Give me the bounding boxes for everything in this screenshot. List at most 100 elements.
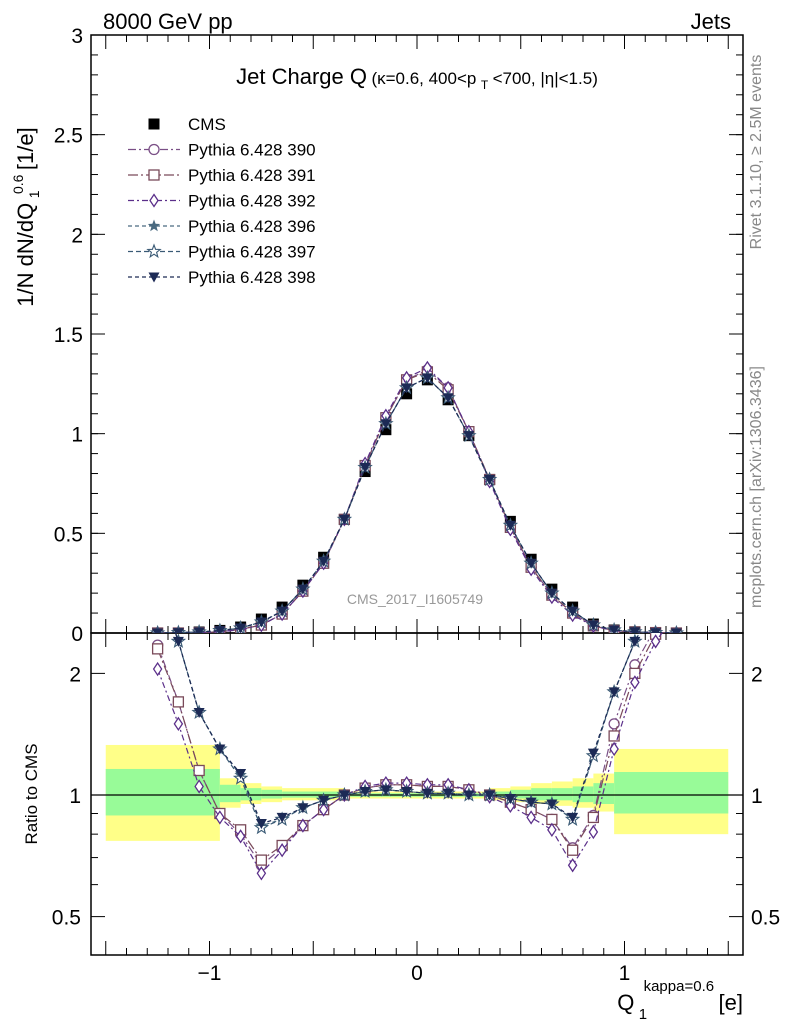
main-point-pythia-6-428-398 xyxy=(525,558,537,569)
main-ytick-label: 1.5 xyxy=(54,324,83,347)
ratio-point-pythia-6-428-398 xyxy=(421,788,433,799)
ratio-point-pythia-6-428-391 xyxy=(172,696,185,708)
ratio-band-inner xyxy=(510,789,532,799)
legend: CMS Pythia 6.428 390 Pythia 6.428 391 Pythi… xyxy=(128,115,316,287)
ratio-point-pythia-6-428-398 xyxy=(297,803,309,814)
main-point-pythia-6-428-398 xyxy=(670,628,682,633)
main-point-pythia-6-428-398 xyxy=(214,626,226,633)
x-label-sub: 1 xyxy=(639,1006,647,1023)
ratio-ytick-label-right: 2 xyxy=(751,663,763,686)
main-point-pythia-6-428-398 xyxy=(152,628,164,633)
main-point-pythia-6-428-398 xyxy=(629,627,641,633)
main-point-pythia-6-428-398 xyxy=(359,463,371,474)
ratio-point-pythia-6-428-398 xyxy=(546,799,558,810)
main-point-pythia-6-428-398 xyxy=(380,419,392,430)
ratio-series-group xyxy=(151,633,663,881)
legend-marker xyxy=(148,118,160,130)
main-point-pythia-6-428-398 xyxy=(463,431,475,442)
ratio-point-pythia-6-428-398 xyxy=(608,687,620,698)
ratio-point-pythia-6-428-392 xyxy=(567,858,578,873)
ratio-point-pythia-6-428-392 xyxy=(194,779,204,794)
main-point-pythia-6-428-398 xyxy=(297,584,309,595)
ratio-point-pythia-6-428-398 xyxy=(629,636,641,647)
ratio-point-pythia-6-428-392 xyxy=(609,741,619,757)
ratio-point-pythia-6-428-398 xyxy=(172,636,184,647)
legend-marker xyxy=(148,272,160,283)
main-point-pythia-6-428-398 xyxy=(276,606,288,617)
main-ytick-label: 2 xyxy=(71,224,83,247)
legend-label: Pythia 6.428 390 xyxy=(188,141,316,160)
ratio-point-pythia-6-428-398 xyxy=(235,769,247,780)
x-label-sup: kappa=0.6 xyxy=(644,978,714,995)
main-point-pythia-6-428-398 xyxy=(338,514,350,525)
ratio-line-pythia-6-428-390 xyxy=(157,633,654,867)
legend-label: Pythia 6.428 391 xyxy=(188,166,316,185)
ratio-point-pythia-6-428-398 xyxy=(193,708,205,719)
main-y-axis: 0 0.5 1 1.5 2 2.5 3 xyxy=(54,25,743,646)
header-left: 8000 GeV pp xyxy=(103,9,233,34)
ratio-line-pythia-6-428-392 xyxy=(157,633,663,875)
main-point-pythia-6-428-398 xyxy=(235,623,247,633)
legend-label: CMS xyxy=(188,115,226,134)
chart-title-sub-subscript: T xyxy=(481,78,489,92)
mcplots-text: mcplots.cern.ch [arXiv:1306.3436] xyxy=(748,366,765,608)
ratio-point-pythia-6-428-391 xyxy=(151,643,164,655)
ratio-ytick-label: 1 xyxy=(69,785,81,808)
chart-title-sub-suffix: <700, |η|<1.5) xyxy=(493,69,598,88)
main-point-pythia-6-428-398 xyxy=(172,628,184,633)
ratio-point-pythia-6-428-391 xyxy=(193,764,205,777)
ratio-point-pythia-6-428-392 xyxy=(152,661,163,677)
main-point-pythia-6-428-398 xyxy=(504,520,516,531)
ratio-point-pythia-6-428-392 xyxy=(235,829,246,844)
ratio-point-pythia-6-428-391 xyxy=(255,854,268,866)
legend-label: Pythia 6.428 398 xyxy=(188,268,316,287)
main-point-pythia-6-428-398 xyxy=(587,620,599,631)
ratio-point-pythia-6-428-398 xyxy=(318,795,330,806)
ratio-band-inner xyxy=(261,789,283,799)
ratio-band-inner xyxy=(105,768,220,816)
ratio-band-inner xyxy=(219,784,241,803)
ratio-point-pythia-6-428-390 xyxy=(608,718,620,730)
ratio-point-pythia-6-428-398 xyxy=(567,812,579,823)
main-ytick-label: 3 xyxy=(71,25,83,48)
main-point-pythia-6-428-398 xyxy=(650,628,662,633)
main-point-pythia-6-428-398 xyxy=(546,588,558,599)
ratio-point-pythia-6-428-391 xyxy=(608,730,620,742)
ratio-point-pythia-6-428-398 xyxy=(338,790,350,801)
ratio-point-pythia-6-428-392 xyxy=(215,810,225,825)
ratio-point-pythia-6-428-391 xyxy=(566,844,579,856)
main-series-group xyxy=(149,360,685,633)
ratio-point-pythia-6-428-392 xyxy=(298,818,308,833)
main-point-pythia-6-428-398 xyxy=(484,475,496,486)
ratio-point-pythia-6-428-398 xyxy=(587,748,599,759)
ratio-point-pythia-6-428-398 xyxy=(359,787,371,798)
main-point-pythia-6-428-398 xyxy=(193,627,205,633)
ratio-point-pythia-6-428-398 xyxy=(484,790,496,801)
rivet-version-text: Rivet 3.1.10, ≥ 2.5M events xyxy=(748,55,765,250)
ratio-uncertainty-bands xyxy=(105,744,729,841)
ratio-ytick-label: 0.5 xyxy=(52,907,81,930)
main-y-axis-label: 1/N dN/dQ 1 0.6 [1/e] xyxy=(10,127,43,306)
main-point-pythia-6-428-398 xyxy=(401,383,413,394)
legend-label: Pythia 6.428 397 xyxy=(188,243,316,262)
main-point-pythia-6-428-398 xyxy=(442,393,454,404)
ratio-point-pythia-6-428-392 xyxy=(526,810,536,825)
ratio-point-pythia-6-428-398 xyxy=(214,744,226,755)
main-y-label-sub: 1 xyxy=(26,190,42,198)
x-label-unit: [e] xyxy=(719,990,743,1015)
ratio-line-pythia-6-428-391 xyxy=(157,633,658,861)
main-y-label-sup: 0.6 xyxy=(10,174,26,194)
ratio-band-inner xyxy=(531,788,552,801)
ratio-point-pythia-6-428-392 xyxy=(650,634,661,649)
analysis-watermark: CMS_2017_I1605749 xyxy=(347,591,483,607)
main-point-pythia-6-428-398 xyxy=(255,617,267,628)
main-point-cms xyxy=(380,424,392,436)
chart-title-sub-prefix: (κ=0.6, 400<p xyxy=(371,69,476,88)
main-ytick-label: 0.5 xyxy=(54,523,83,546)
legend-label: Pythia 6.428 392 xyxy=(188,192,316,211)
ratio-point-pythia-6-428-398 xyxy=(380,785,392,796)
ratio-ytick-label-right: 1 xyxy=(751,785,763,808)
ratio-ytick-label: 2 xyxy=(69,663,81,686)
main-point-cms xyxy=(401,388,413,400)
